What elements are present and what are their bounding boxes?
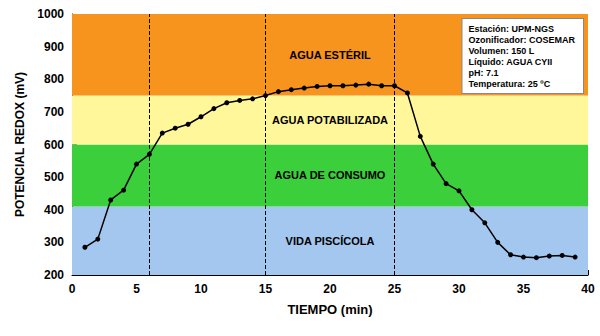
svg-text:0: 0 [69, 282, 76, 296]
svg-text:30: 30 [452, 282, 466, 296]
svg-text:POTENCIAL REDOX (mV): POTENCIAL REDOX (mV) [13, 72, 27, 217]
svg-text:800: 800 [44, 72, 64, 86]
svg-text:200: 200 [44, 268, 64, 282]
svg-text:25: 25 [388, 282, 402, 296]
svg-text:20: 20 [323, 282, 337, 296]
svg-text:Estación: UPM-NGS: Estación: UPM-NGS [468, 24, 554, 34]
svg-text:40: 40 [581, 282, 595, 296]
svg-text:35: 35 [517, 282, 531, 296]
svg-text:AGUA ESTÉRIL: AGUA ESTÉRIL [289, 49, 371, 61]
svg-text:400: 400 [44, 203, 64, 217]
svg-text:300: 300 [44, 235, 64, 249]
svg-text:AGUA DE CONSUMO: AGUA DE CONSUMO [275, 169, 386, 181]
svg-text:700: 700 [44, 105, 64, 119]
svg-text:Volumen: 150 L: Volumen: 150 L [468, 46, 534, 56]
svg-text:pH: 7.1: pH: 7.1 [468, 68, 498, 78]
svg-text:AGUA POTABILIZADA: AGUA POTABILIZADA [272, 114, 388, 126]
svg-text:900: 900 [44, 40, 64, 54]
svg-text:Temperatura: 25 ºC: Temperatura: 25 ºC [468, 79, 550, 89]
svg-text:15: 15 [259, 282, 273, 296]
svg-text:TIEMPO (min): TIEMPO (min) [287, 302, 372, 317]
svg-text:600: 600 [44, 138, 64, 152]
svg-text:VIDA PISCÍCOLA: VIDA PISCÍCOLA [286, 235, 375, 247]
svg-text:5: 5 [133, 282, 140, 296]
svg-text:Líquido: AGUA CYII: Líquido: AGUA CYII [468, 57, 552, 67]
svg-text:500: 500 [44, 170, 64, 184]
svg-text:Ozonificador: COSEMAR: Ozonificador: COSEMAR [468, 35, 575, 45]
svg-text:10: 10 [194, 282, 208, 296]
svg-text:1000: 1000 [37, 7, 64, 21]
